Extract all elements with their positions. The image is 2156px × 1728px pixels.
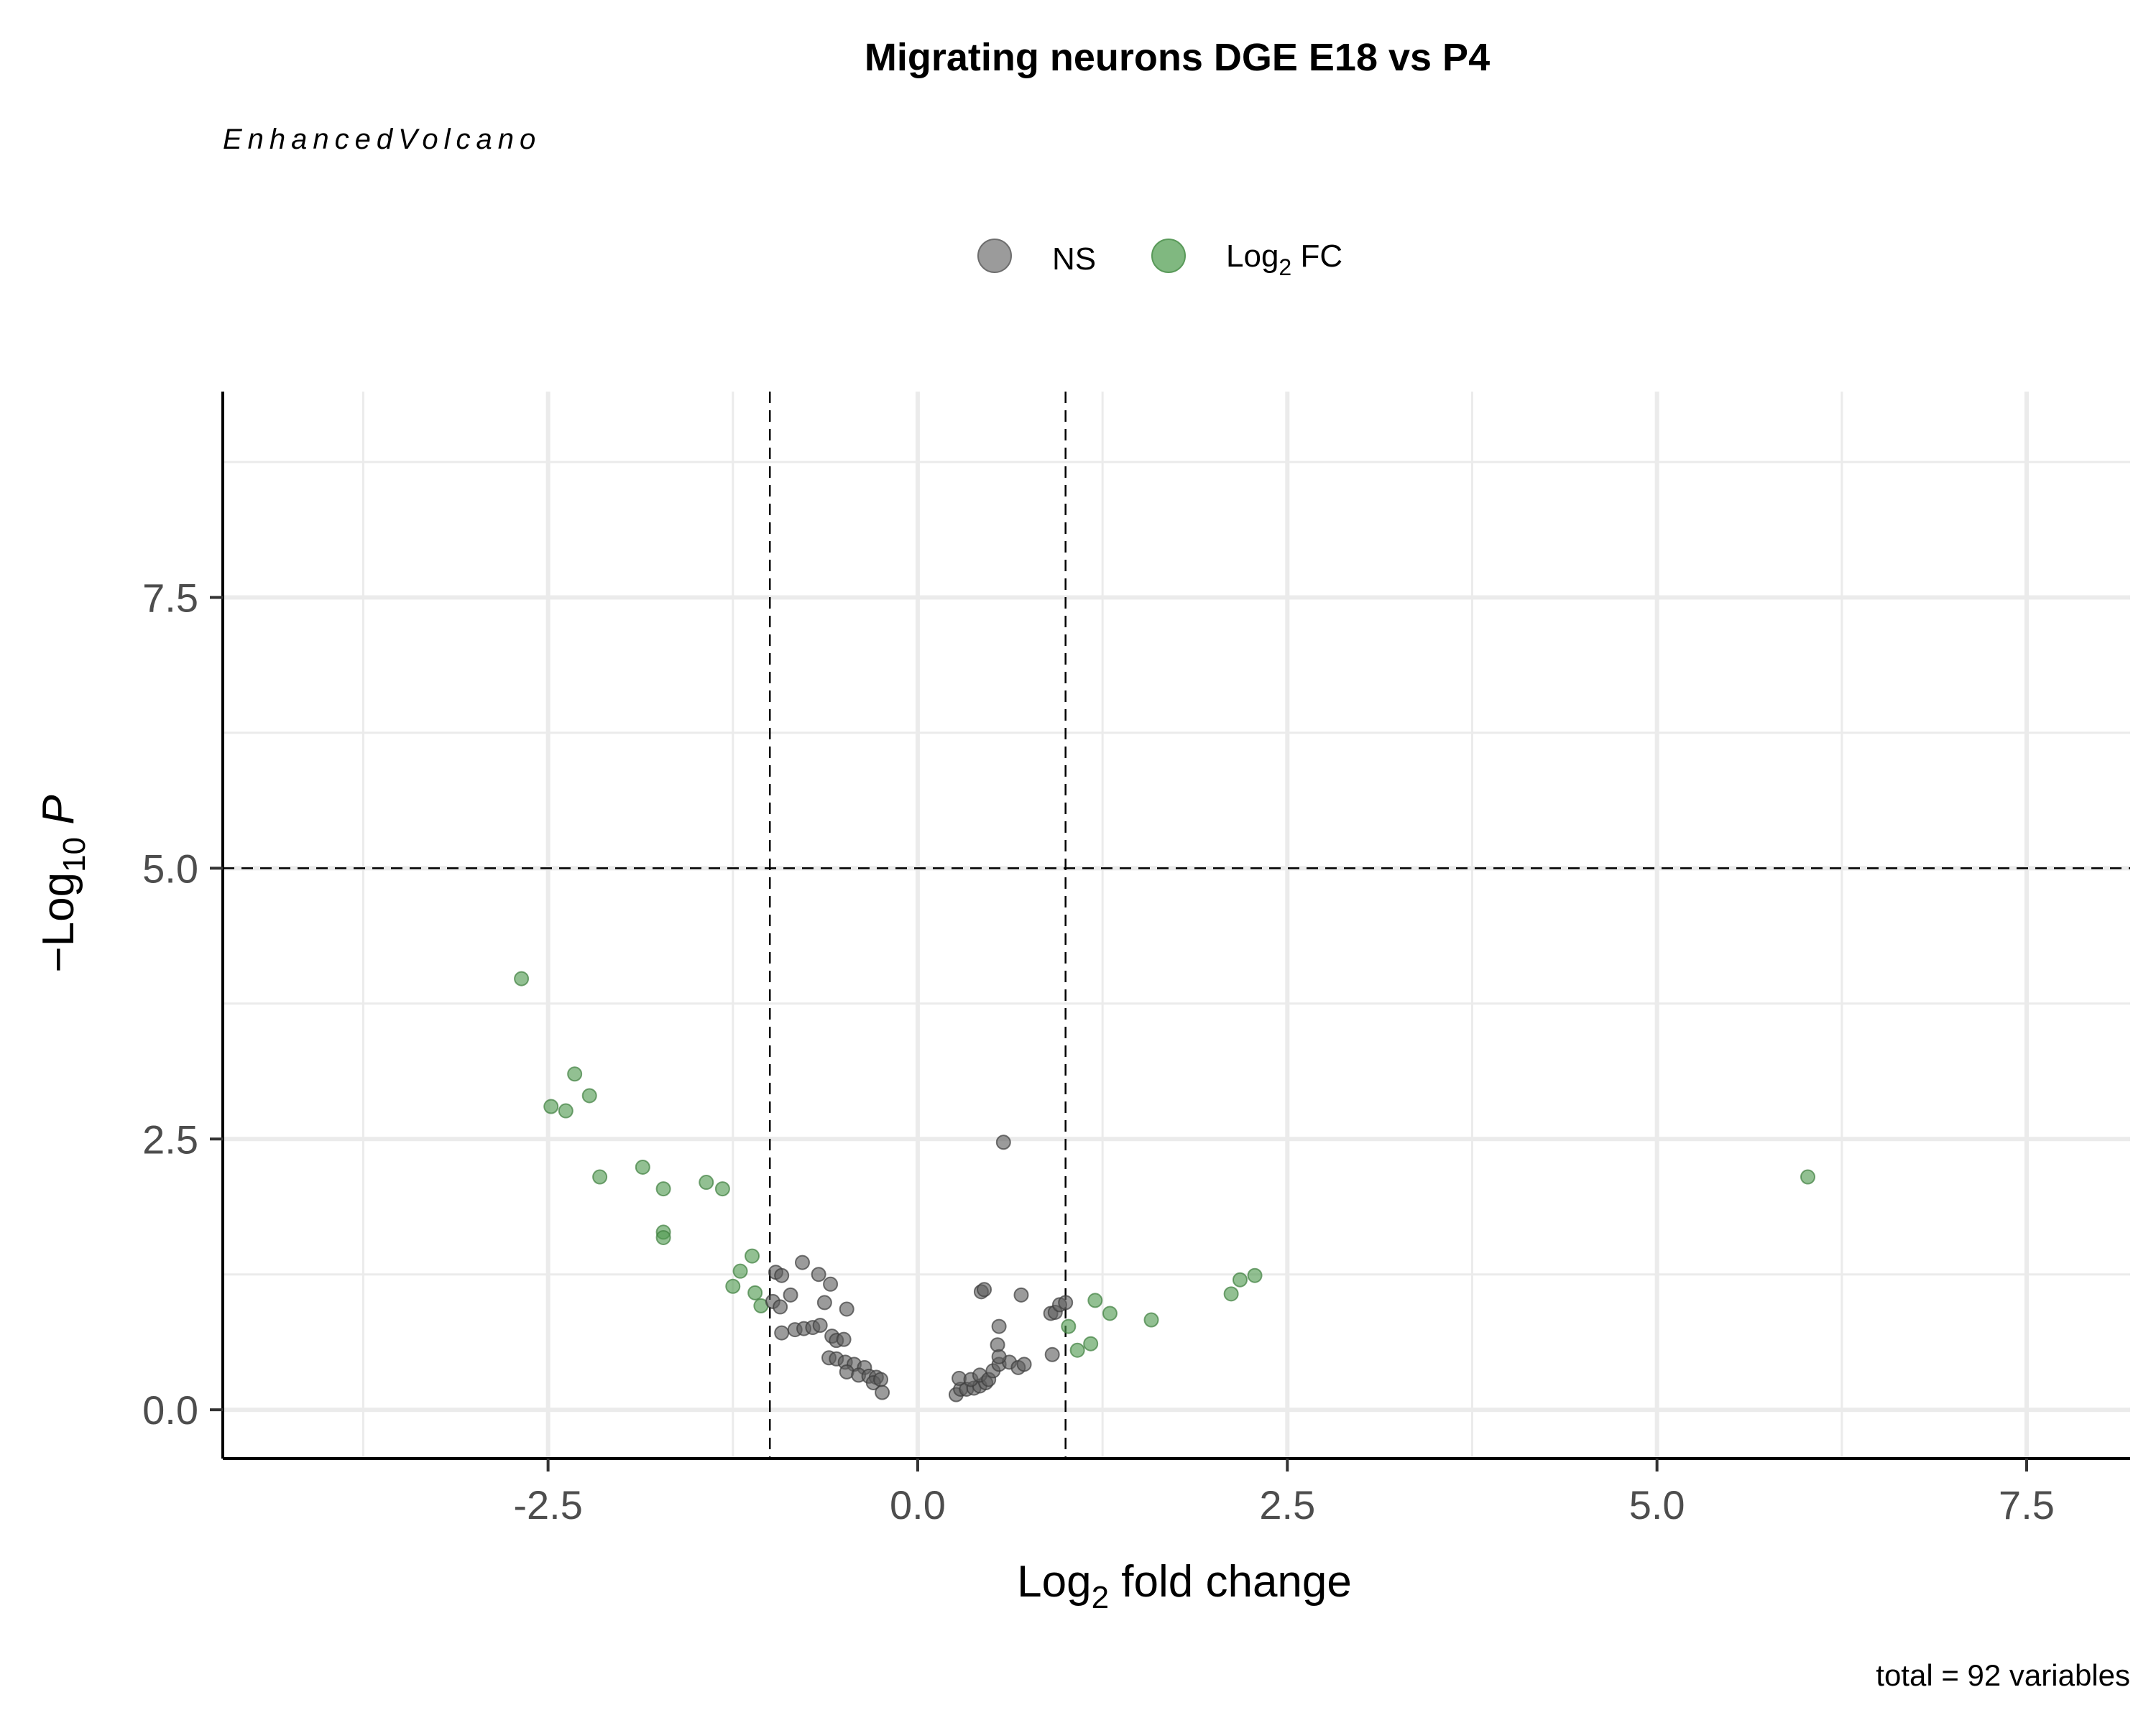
point-ns [774,1267,790,1283]
legend: NS Log2 FC [977,239,1342,280]
point-ns [823,1276,839,1292]
x-axis-ticks: -2.5 0.0 2.5 5.0 7.5 [513,1459,2055,1528]
point-ns [783,1287,798,1303]
point-ns [774,1325,790,1341]
point-fc [567,1066,583,1082]
point-fc [714,1181,730,1197]
point-fc [514,971,530,987]
point-fc [592,1169,608,1185]
x-tick-label: -2.5 [513,1482,583,1528]
point-fc [543,1099,559,1114]
legend-label-fc: Log2 FC [1226,239,1342,280]
point-fc [635,1159,650,1175]
point-ns [794,1255,810,1270]
y-tick-label: 5.0 [142,846,198,891]
point-ns [839,1301,854,1317]
point-fc [1061,1318,1077,1334]
x-tick-label: 7.5 [1999,1482,2055,1528]
x-tick-label: 0.0 [890,1482,946,1528]
point-fc [1143,1312,1159,1328]
legend-marker-ns [977,239,1012,273]
point-fc [1232,1272,1248,1288]
point-fc [725,1278,741,1294]
point-fc [655,1229,671,1245]
chart-title: Migrating neurons DGE E18 vs P4 [865,36,1490,79]
point-fc [745,1248,760,1264]
point-fc [1069,1342,1085,1358]
point-ns [977,1282,992,1298]
point-ns [991,1318,1007,1334]
x-axis-title: Log2 fold change [1017,1557,1352,1615]
point-ns [811,1267,826,1283]
grid-major [223,392,2130,1459]
point-fc [1083,1336,1099,1352]
point-ns [816,1295,832,1311]
chart-subtitle: EnhancedVolcano [223,124,541,155]
point-ns [875,1385,890,1400]
axes [221,392,2130,1460]
point-ns [773,1299,788,1315]
legend-marker-fc [1151,239,1186,273]
point-fc [558,1103,573,1119]
point-ns [995,1135,1011,1150]
x-tick-label: 5.0 [1629,1482,1685,1528]
point-fc [747,1285,763,1300]
point-fc [581,1088,597,1104]
point-ns [873,1372,889,1387]
y-axis-ticks: 0.0 2.5 5.0 7.5 [142,575,223,1433]
y-tick-label: 2.5 [142,1117,198,1162]
point-fc [1087,1293,1103,1308]
point-fc [1102,1306,1118,1321]
point-ns [836,1331,852,1347]
y-tick-label: 7.5 [142,575,198,620]
point-fc [1223,1286,1239,1302]
point-fc [732,1263,748,1279]
point-ns [1013,1287,1029,1303]
data-points [514,971,1815,1403]
legend-label-ns: NS [1052,241,1096,277]
point-ns [1058,1295,1074,1311]
point-ns [1016,1357,1032,1372]
point-fc [655,1181,671,1197]
caption: total = 92 variables [1876,1658,2130,1692]
point-fc [1800,1169,1815,1185]
point-ns [812,1318,828,1334]
point-ns [991,1349,1007,1364]
point-fc [1247,1267,1263,1283]
cutoff-lines [223,392,2130,1459]
x-tick-label: 2.5 [1259,1482,1315,1528]
y-tick-label: 0.0 [142,1387,198,1433]
y-axis-title: −Log10 P [34,795,92,972]
point-ns [1044,1346,1060,1362]
point-fc [699,1175,714,1191]
grid-minor [223,392,2130,1459]
